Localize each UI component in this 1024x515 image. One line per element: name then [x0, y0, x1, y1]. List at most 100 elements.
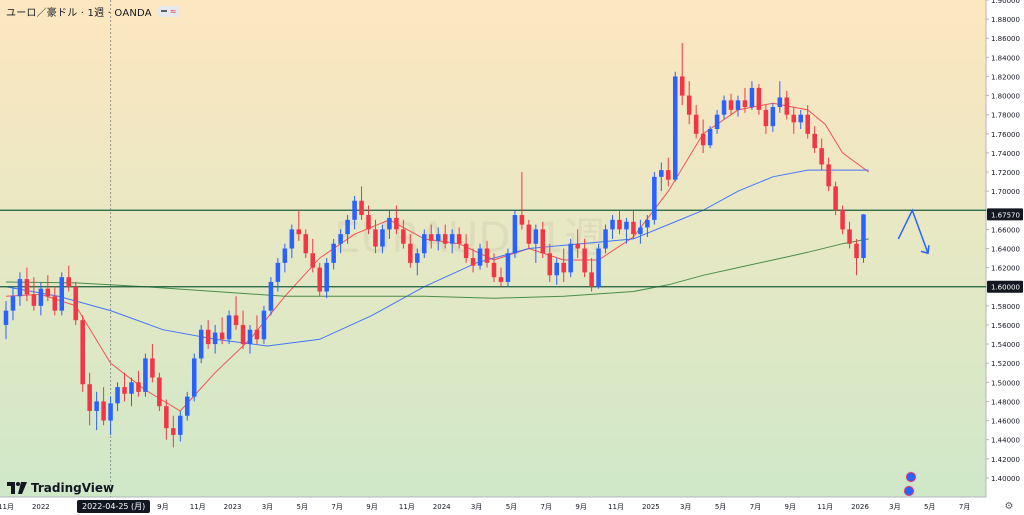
candle-body	[171, 428, 176, 435]
symbol-watermark: EURAUD, 1週	[334, 213, 606, 262]
tradingview-logo[interactable]: TradingView	[7, 480, 114, 496]
y-tick-label: 1.44000	[991, 437, 1020, 445]
event-marker-icon[interactable]	[903, 485, 915, 497]
candle-body	[498, 277, 504, 282]
candle-body	[198, 329, 204, 359]
candle-body	[31, 294, 37, 306]
candle-body	[568, 243, 573, 273]
candle-body	[178, 415, 183, 435]
candle-body	[742, 100, 748, 108]
candle-body	[94, 401, 99, 411]
candle-body	[666, 170, 671, 180]
y-tick-label: 1.88000	[991, 16, 1020, 24]
crosshair-date-label: 2022-04-25 (月)	[77, 500, 151, 513]
candle-body	[638, 227, 643, 235]
y-tick-label: 1.46000	[991, 418, 1020, 426]
candle-body	[784, 97, 790, 115]
hline-price-label-bg	[987, 280, 1023, 293]
candle-body	[617, 219, 622, 230]
candle-body	[686, 95, 692, 115]
x-tick-label: 7月	[959, 503, 970, 511]
candle-body	[373, 229, 378, 247]
y-tick-label: 1.66000	[991, 226, 1020, 234]
candle-body	[442, 234, 448, 244]
candle-body	[17, 279, 23, 297]
x-tick-label: 9月	[157, 503, 168, 511]
candle-body	[791, 114, 797, 123]
candle-body	[540, 229, 546, 254]
candle-body	[59, 277, 65, 311]
candle-body	[735, 100, 741, 110]
candle-body	[317, 267, 322, 292]
candle-body	[45, 288, 51, 297]
candle-body	[205, 329, 211, 345]
event-marker-icon[interactable]	[905, 471, 917, 483]
x-tick-label: 2026	[851, 503, 869, 511]
moving-average-line	[5, 238, 869, 299]
candle-body	[693, 114, 699, 134]
candle-body	[324, 262, 329, 292]
x-tick-label: 9月	[366, 503, 377, 511]
candle-body	[484, 248, 490, 263]
candle-body	[247, 329, 253, 345]
candle-body	[310, 253, 316, 268]
candle-body	[143, 358, 148, 392]
candle-body	[714, 114, 720, 130]
candle-body	[847, 229, 852, 244]
x-tick-label: 11月	[190, 503, 206, 511]
candle-body	[707, 129, 713, 146]
candle-body	[645, 219, 650, 228]
candle-body	[812, 133, 817, 149]
candle-body	[435, 234, 441, 241]
candle-body	[52, 296, 58, 311]
x-tick-label: 2022	[32, 503, 50, 511]
candle-body	[101, 401, 106, 421]
candle-body	[387, 217, 392, 230]
candle-body	[38, 288, 44, 306]
candle-body	[345, 219, 350, 235]
x-tick-label: 7月	[541, 503, 552, 511]
candle-body	[526, 224, 532, 244]
candle-body	[226, 315, 232, 340]
x-tick-label: 11月	[0, 503, 14, 511]
settings-gear-icon[interactable]: ⚙	[1004, 501, 1014, 512]
candle-body	[603, 229, 608, 249]
y-tick-label: 1.76000	[991, 131, 1020, 139]
candle-body	[66, 277, 72, 287]
candle-body	[470, 258, 476, 266]
candle-body	[282, 248, 288, 263]
candle-body	[115, 387, 120, 404]
x-tick-label: 5月	[297, 503, 308, 511]
candle-body	[819, 148, 824, 165]
candle-body	[833, 186, 838, 211]
candle-body	[212, 332, 218, 345]
x-tick-label: 3月	[889, 503, 900, 511]
candle-body	[219, 332, 225, 340]
candle-body	[157, 377, 162, 407]
indicator-pill[interactable]: ≈	[157, 5, 180, 17]
candle-body	[721, 100, 727, 115]
y-tick-label: 1.78000	[991, 112, 1020, 120]
x-tick-label: 11月	[399, 503, 415, 511]
candle-body	[512, 215, 518, 254]
candle-body	[184, 396, 190, 416]
y-tick-label: 1.90000	[991, 0, 1020, 5]
y-tick-label: 1.80000	[991, 93, 1020, 101]
candle-body	[233, 315, 239, 325]
y-tick-label: 1.64000	[991, 246, 1020, 254]
candle-body	[728, 100, 734, 110]
y-tick-label: 1.82000	[991, 73, 1020, 81]
candle-body	[519, 215, 525, 225]
symbol-title[interactable]: ユーロ／豪ドル · 1週 · OANDA	[6, 7, 152, 19]
candle-body	[624, 221, 629, 230]
y-tick-label: 1.84000	[991, 54, 1020, 62]
candle-body	[164, 406, 169, 429]
y-tick-label: 1.62000	[991, 265, 1020, 273]
candle-body	[763, 109, 769, 127]
candle-body	[477, 248, 483, 266]
candle-body	[596, 248, 601, 287]
candle-body	[80, 320, 85, 385]
candle-body	[122, 387, 127, 394]
